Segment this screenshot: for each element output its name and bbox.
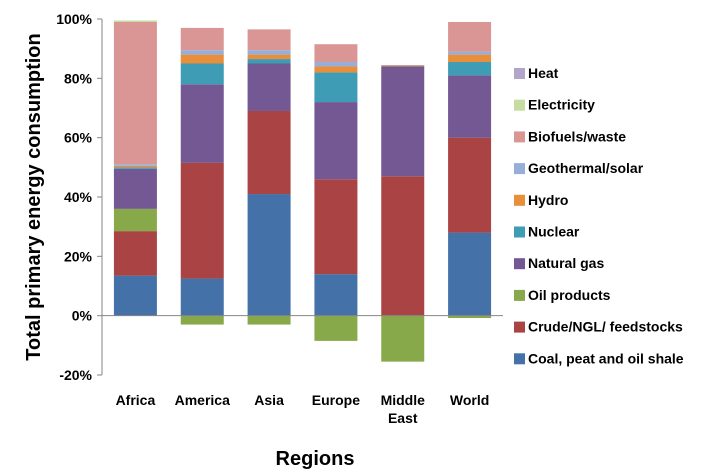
- bar-segment: [180, 84, 224, 163]
- bar-segment: [314, 44, 358, 63]
- bar-segment: [247, 59, 291, 64]
- x-tick-label: Africa: [116, 392, 156, 408]
- bar-segment: [180, 162, 224, 279]
- legend: Heat Electricity Biofuels/waste Geothermal/…: [514, 65, 684, 366]
- bar-segment: [113, 168, 157, 209]
- bar-segment: [448, 54, 492, 63]
- legend-swatch: [514, 289, 525, 301]
- bar-segment: [314, 102, 358, 180]
- y-tick-label: -20%: [59, 367, 92, 383]
- bar-segment: [180, 278, 224, 316]
- bar-segment: [113, 275, 157, 316]
- bar-segment: [381, 66, 425, 177]
- legend-label: Electricity: [528, 97, 595, 113]
- bar-segment: [113, 165, 157, 168]
- bar-segment: [180, 50, 224, 55]
- legend-swatch: [514, 258, 525, 270]
- bar-segment: [180, 54, 224, 64]
- y-tick-label: 100%: [56, 11, 92, 27]
- bar-segment: [448, 137, 492, 233]
- bar-segment: [113, 20, 157, 22]
- bar-segment: [247, 315, 291, 325]
- legend-label: Natural gas: [528, 255, 604, 271]
- x-tick-label: Middle East: [381, 392, 426, 426]
- bar-segment: [113, 164, 157, 166]
- bar-segment: [314, 179, 358, 275]
- bar-segment: [247, 63, 291, 111]
- bar-segment: [113, 231, 157, 276]
- y-tick-label: 60%: [64, 130, 93, 146]
- bar-segment: [314, 274, 358, 316]
- bar-segment: [113, 208, 157, 232]
- bar-segment: [381, 64, 425, 66]
- legend-label: Nuclear: [528, 224, 580, 240]
- legend-label: Geothermal/solar: [528, 160, 644, 176]
- legend-swatch: [514, 353, 525, 365]
- legend-swatch: [514, 68, 525, 79]
- y-tick-label: 80%: [64, 70, 93, 86]
- bar-segment: [180, 315, 224, 325]
- legend-swatch: [514, 163, 525, 175]
- legend-swatch: [514, 131, 525, 143]
- bar-segment: [448, 315, 492, 319]
- bar-segment: [247, 194, 291, 316]
- x-tick-label: America: [175, 392, 230, 408]
- bar-segment: [180, 27, 224, 51]
- bar-segment: [314, 66, 358, 73]
- y-tick-label: 20%: [64, 248, 93, 264]
- x-tick-label: Europe: [312, 392, 360, 408]
- bar-segment: [448, 21, 492, 52]
- legend-label: Coal, peat and oil shale: [528, 350, 684, 366]
- bar-segment: [247, 50, 291, 55]
- bar-segment: [247, 29, 291, 51]
- legend-swatch: [514, 226, 525, 238]
- x-tick-label: Asia: [254, 392, 284, 408]
- y-tick-label: 0%: [72, 308, 93, 324]
- legend-swatch: [514, 194, 525, 206]
- bar-segment: [314, 315, 358, 341]
- bar-segment: [314, 72, 358, 103]
- legend-label: Heat: [528, 65, 559, 81]
- bar-segment: [247, 110, 291, 195]
- bar-segment: [113, 21, 157, 165]
- bar-segment: [180, 63, 224, 85]
- bar-segment: [448, 51, 492, 55]
- bar-segment: [381, 65, 425, 67]
- bars-layer: [113, 20, 492, 362]
- bar-segment: [381, 176, 425, 316]
- legend-label: Biofuels/waste: [528, 128, 626, 144]
- legend-label: Oil products: [528, 287, 611, 303]
- x-tick-label: World: [450, 392, 489, 408]
- bar-segment: [448, 232, 492, 316]
- legend-swatch: [514, 99, 525, 111]
- legend-swatch: [514, 321, 525, 333]
- bar-segment: [448, 75, 492, 138]
- bar-segment: [247, 54, 291, 60]
- labels-layer: -20% 0% 20% 40% 60% 80% 100% Africa America Asia E…: [23, 11, 489, 470]
- bar-segment: [448, 62, 492, 76]
- x-axis-title: Regions: [276, 448, 355, 470]
- axes-layer: [97, 18, 503, 376]
- legend-label: Crude/NGL/ feedstocks: [528, 319, 683, 335]
- bar-segment: [381, 315, 425, 362]
- legend-label: Hydro: [528, 192, 568, 208]
- bar-segment: [113, 167, 157, 169]
- y-axis-title: Total primary energy consumption: [23, 33, 45, 360]
- y-tick-label: 40%: [64, 189, 93, 205]
- bar-segment: [314, 62, 358, 67]
